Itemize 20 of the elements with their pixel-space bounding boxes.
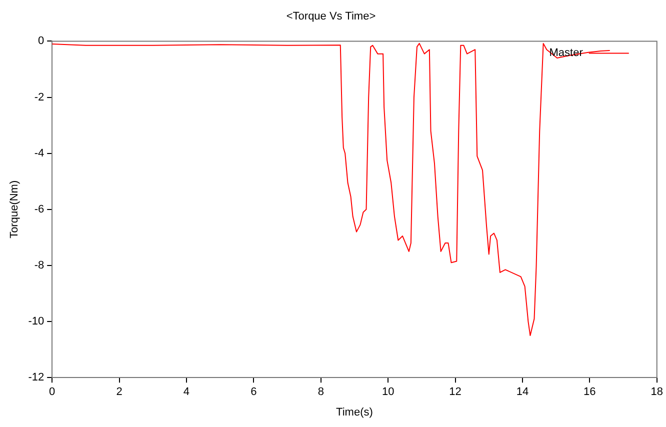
x-tick-label: 2 [116, 386, 122, 398]
x-tick-label: 16 [584, 386, 596, 398]
x-axis-title: Time(s) [336, 406, 373, 418]
y-tick-label: -8 [34, 260, 44, 272]
chart-title: <Torque Vs Time> [286, 10, 376, 23]
y-tick-label: -2 [34, 91, 44, 104]
y-axis-title: Torque(Nm) [8, 180, 21, 238]
x-tick-label: 8 [318, 386, 324, 398]
x-tick-label: 0 [49, 386, 56, 398]
x-tick-label: 12 [449, 386, 462, 398]
y-tick-label: 0 [38, 35, 44, 48]
y-tick-label: -12 [28, 372, 44, 384]
y-tick-label: -4 [34, 147, 44, 160]
x-tick-label: 6 [250, 386, 257, 398]
x-tick-label: 18 [650, 386, 664, 398]
x-tick-label: 4 [183, 386, 190, 398]
y-tick-label: -6 [34, 203, 44, 216]
y-tick-label: -10 [28, 316, 44, 328]
x-tick-label: 10 [382, 386, 394, 398]
x-tick-label: 14 [516, 386, 529, 398]
